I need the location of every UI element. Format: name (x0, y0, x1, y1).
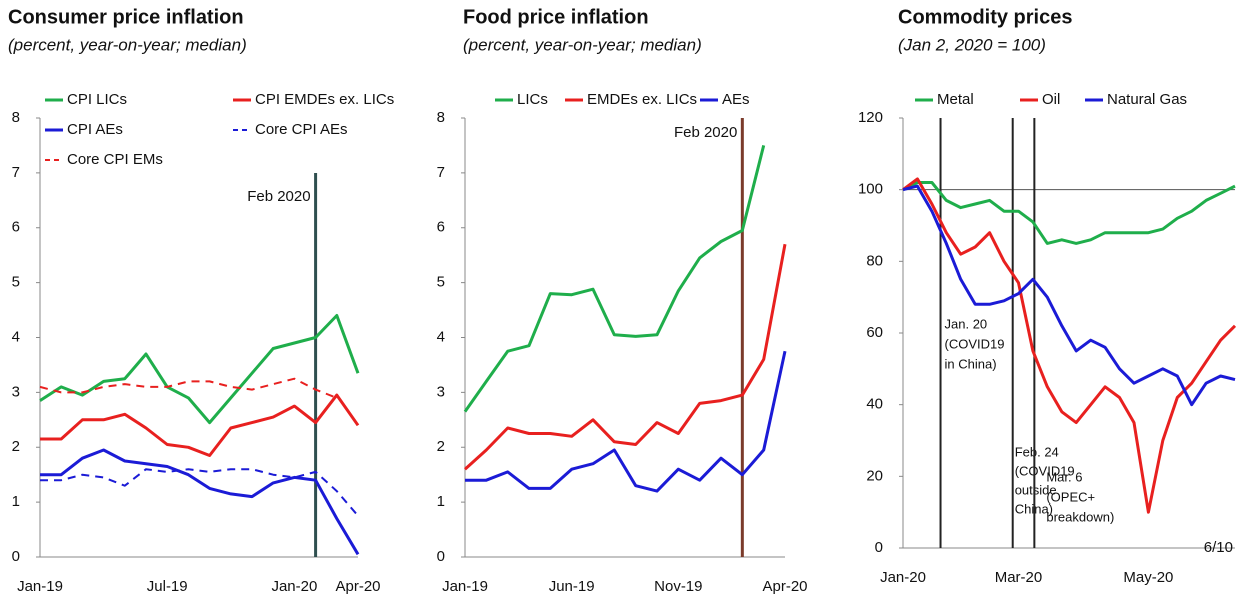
annotation: Feb 2020 (674, 124, 737, 141)
legend-label: Core CPI EMs (67, 151, 163, 168)
legend-label: CPI EMDEs ex. LICs (255, 91, 394, 108)
y-tick-label: 3 (437, 383, 445, 400)
legend-label: EMDEs ex. LICs (587, 91, 697, 108)
legend-label: AEs (722, 91, 750, 108)
y-tick-label: 2 (12, 438, 20, 455)
y-tick-label: 7 (12, 164, 20, 181)
y-tick-label: 0 (12, 548, 20, 565)
chart-panel: Consumer price inflation (percent, year-o… (8, 6, 394, 595)
x-tick-label: Jan-20 (271, 578, 317, 595)
chart-subtitle: (percent, year-on-year; median) (463, 35, 702, 54)
x-tick-label: Mar-20 (995, 569, 1043, 586)
legend-label: CPI AEs (67, 121, 123, 138)
y-tick-label: 100 (858, 181, 883, 198)
annotation: (COVID19 (945, 336, 1005, 351)
y-tick-label: 4 (437, 328, 445, 345)
chart-title: Food price inflation (463, 6, 649, 28)
series-line (902, 181, 1236, 245)
legend-label: LICs (517, 91, 548, 108)
y-tick-label: 80 (866, 252, 883, 269)
x-tick-label: Nov-19 (654, 578, 702, 595)
series-line (40, 468, 359, 517)
legend-label: Natural Gas (1107, 91, 1187, 108)
annotation: (OPEC+ (1046, 489, 1095, 504)
legend-label: Metal (937, 91, 974, 108)
series-line (40, 393, 360, 457)
annotation: (COVID19 (1015, 463, 1075, 478)
y-tick-label: 60 (866, 324, 883, 341)
y-tick-label: 3 (12, 383, 20, 400)
y-tick-label: 0 (437, 548, 445, 565)
chart-subtitle: (Jan 2, 2020 = 100) (898, 35, 1046, 54)
series-line (39, 314, 360, 425)
annotation: Jan. 20 (945, 316, 988, 331)
series-line (463, 145, 766, 413)
y-tick-label: 1 (12, 493, 20, 510)
y-tick-label: 8 (12, 109, 20, 126)
x-tick-label: Jun-19 (549, 578, 595, 595)
x-tick-label: Jul-19 (147, 578, 188, 595)
x-tick-label: Apr-20 (762, 578, 807, 595)
y-tick-label: 1 (437, 493, 445, 510)
x-tick-label: Jan-19 (17, 578, 63, 595)
y-tick-label: 40 (866, 396, 883, 413)
y-tick-label: 120 (858, 109, 883, 126)
annotation: breakdown) (1046, 509, 1114, 524)
y-tick-label: 20 (866, 467, 883, 484)
y-tick-label: 0 (875, 539, 883, 556)
y-tick-label: 6 (12, 219, 20, 236)
legend-label: Oil (1042, 91, 1060, 108)
y-tick-label: 6 (437, 219, 445, 236)
x-tick-label: Apr-20 (335, 578, 380, 595)
chart-panel: Food price inflation (percent, year-on-ye… (437, 6, 808, 595)
y-tick-label: 5 (437, 274, 445, 291)
y-tick-label: 5 (12, 274, 20, 291)
x-tick-label: May-20 (1123, 569, 1173, 586)
legend-label: Core CPI AEs (255, 121, 348, 138)
y-tick-label: 7 (437, 164, 445, 181)
legend-label: CPI LICs (67, 91, 127, 108)
series-line (902, 184, 1236, 407)
chart-title: Consumer price inflation (8, 6, 244, 28)
annotation: in China) (945, 356, 997, 371)
annotation: Mar. 6 (1046, 469, 1082, 484)
chart-title: Commodity prices (898, 6, 1072, 28)
chart-subtitle: (percent, year-on-year; median) (8, 35, 247, 54)
x-tick-label: Jan-19 (442, 578, 488, 595)
series-line (40, 448, 360, 556)
y-tick-label: 4 (12, 328, 20, 345)
footnote: 6/10 (1204, 539, 1233, 556)
chart-panel: Commodity prices (Jan 2, 2020 = 100) 0 20 40… (858, 6, 1237, 586)
annotation: Feb 2020 (247, 188, 310, 205)
x-tick-label: Jan-20 (880, 569, 926, 586)
annotation: Feb. 24 (1015, 444, 1059, 459)
annotation: outside (1015, 482, 1057, 497)
y-tick-label: 8 (437, 109, 445, 126)
y-tick-label: 2 (437, 438, 445, 455)
series-line (465, 350, 787, 493)
series-line (902, 177, 1237, 514)
series-line (463, 243, 787, 471)
